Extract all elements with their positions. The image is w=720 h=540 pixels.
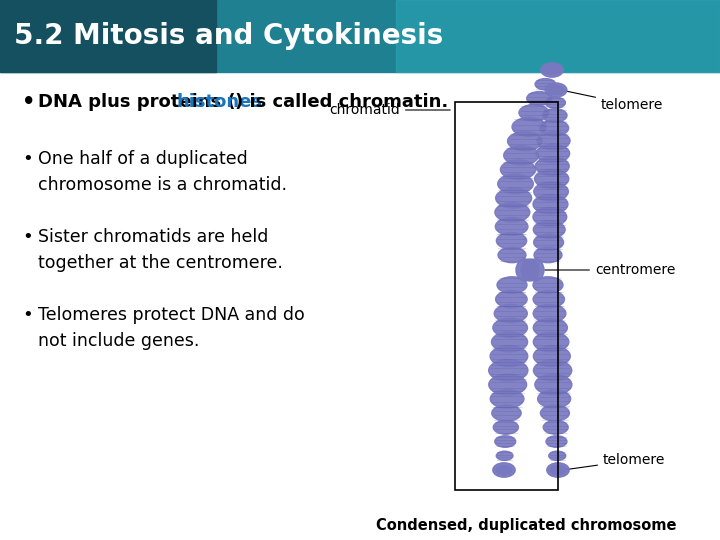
Ellipse shape (533, 208, 567, 226)
Text: telomere: telomere (564, 91, 663, 112)
Ellipse shape (534, 360, 572, 381)
Ellipse shape (533, 291, 564, 308)
Ellipse shape (536, 157, 570, 176)
Text: ) is called chromatin.: ) is called chromatin. (235, 93, 449, 111)
Bar (396, 0, 720, 72)
Text: centromere: centromere (545, 263, 675, 277)
Ellipse shape (495, 436, 516, 447)
Ellipse shape (489, 374, 526, 395)
Ellipse shape (546, 436, 567, 447)
Ellipse shape (498, 174, 534, 194)
Ellipse shape (492, 332, 528, 352)
Ellipse shape (489, 360, 528, 381)
Ellipse shape (534, 234, 564, 251)
Ellipse shape (533, 305, 566, 322)
Ellipse shape (496, 232, 527, 249)
Bar (0, 0, 720, 72)
Ellipse shape (496, 465, 512, 475)
Ellipse shape (496, 451, 513, 461)
Text: •: • (22, 306, 32, 324)
Text: •: • (22, 92, 35, 112)
Ellipse shape (541, 405, 570, 421)
Ellipse shape (519, 104, 549, 121)
Ellipse shape (492, 405, 521, 421)
Ellipse shape (534, 346, 570, 366)
Text: Telomeres protect DNA and do
not include genes.: Telomeres protect DNA and do not include… (38, 306, 305, 350)
Text: Condensed, duplicated chromosome: Condensed, duplicated chromosome (377, 518, 677, 533)
Ellipse shape (545, 97, 565, 108)
Text: telomere: telomere (566, 453, 665, 470)
Ellipse shape (495, 218, 528, 235)
Ellipse shape (495, 202, 530, 222)
Ellipse shape (543, 421, 568, 434)
Ellipse shape (537, 132, 570, 150)
Ellipse shape (516, 259, 534, 281)
Ellipse shape (534, 221, 565, 238)
Ellipse shape (504, 146, 539, 165)
Text: DNA plus proteins (: DNA plus proteins ( (38, 93, 235, 111)
Text: •: • (22, 228, 32, 246)
Ellipse shape (540, 120, 569, 136)
Ellipse shape (495, 291, 527, 308)
Ellipse shape (544, 65, 560, 75)
Ellipse shape (492, 463, 516, 477)
Ellipse shape (495, 188, 531, 208)
Text: chromatid: chromatid (329, 103, 450, 117)
Ellipse shape (497, 276, 527, 293)
Ellipse shape (545, 83, 567, 97)
Ellipse shape (493, 420, 518, 434)
Bar (0, 0, 216, 72)
Ellipse shape (498, 247, 526, 262)
Ellipse shape (536, 144, 570, 163)
Ellipse shape (550, 465, 566, 475)
Ellipse shape (490, 389, 524, 408)
Ellipse shape (541, 63, 563, 77)
Ellipse shape (512, 118, 546, 136)
Ellipse shape (542, 109, 567, 122)
Ellipse shape (490, 346, 528, 367)
Text: One half of a duplicated
chromosome is a chromatid.: One half of a duplicated chromosome is a… (38, 150, 287, 194)
Ellipse shape (534, 247, 562, 262)
Ellipse shape (546, 463, 570, 477)
Ellipse shape (493, 318, 528, 337)
Text: Sister chromatids are held
together at the centromere.: Sister chromatids are held together at t… (38, 228, 283, 272)
Ellipse shape (534, 332, 569, 352)
Ellipse shape (538, 390, 571, 408)
Ellipse shape (549, 451, 566, 461)
Ellipse shape (534, 170, 569, 188)
Ellipse shape (535, 374, 572, 395)
Text: 5.2 Mitosis and Cytokinesis: 5.2 Mitosis and Cytokinesis (14, 22, 444, 50)
Ellipse shape (535, 78, 556, 90)
Ellipse shape (534, 182, 568, 201)
Ellipse shape (526, 259, 544, 281)
Ellipse shape (548, 86, 564, 94)
Ellipse shape (521, 259, 539, 281)
Ellipse shape (533, 276, 563, 293)
Ellipse shape (534, 318, 567, 337)
Ellipse shape (533, 194, 568, 214)
Bar (455, 102, 558, 490)
Text: •: • (22, 150, 32, 168)
Ellipse shape (500, 160, 536, 179)
Text: histones: histones (176, 93, 263, 111)
Ellipse shape (508, 132, 542, 151)
Ellipse shape (494, 305, 527, 322)
Ellipse shape (527, 91, 552, 105)
